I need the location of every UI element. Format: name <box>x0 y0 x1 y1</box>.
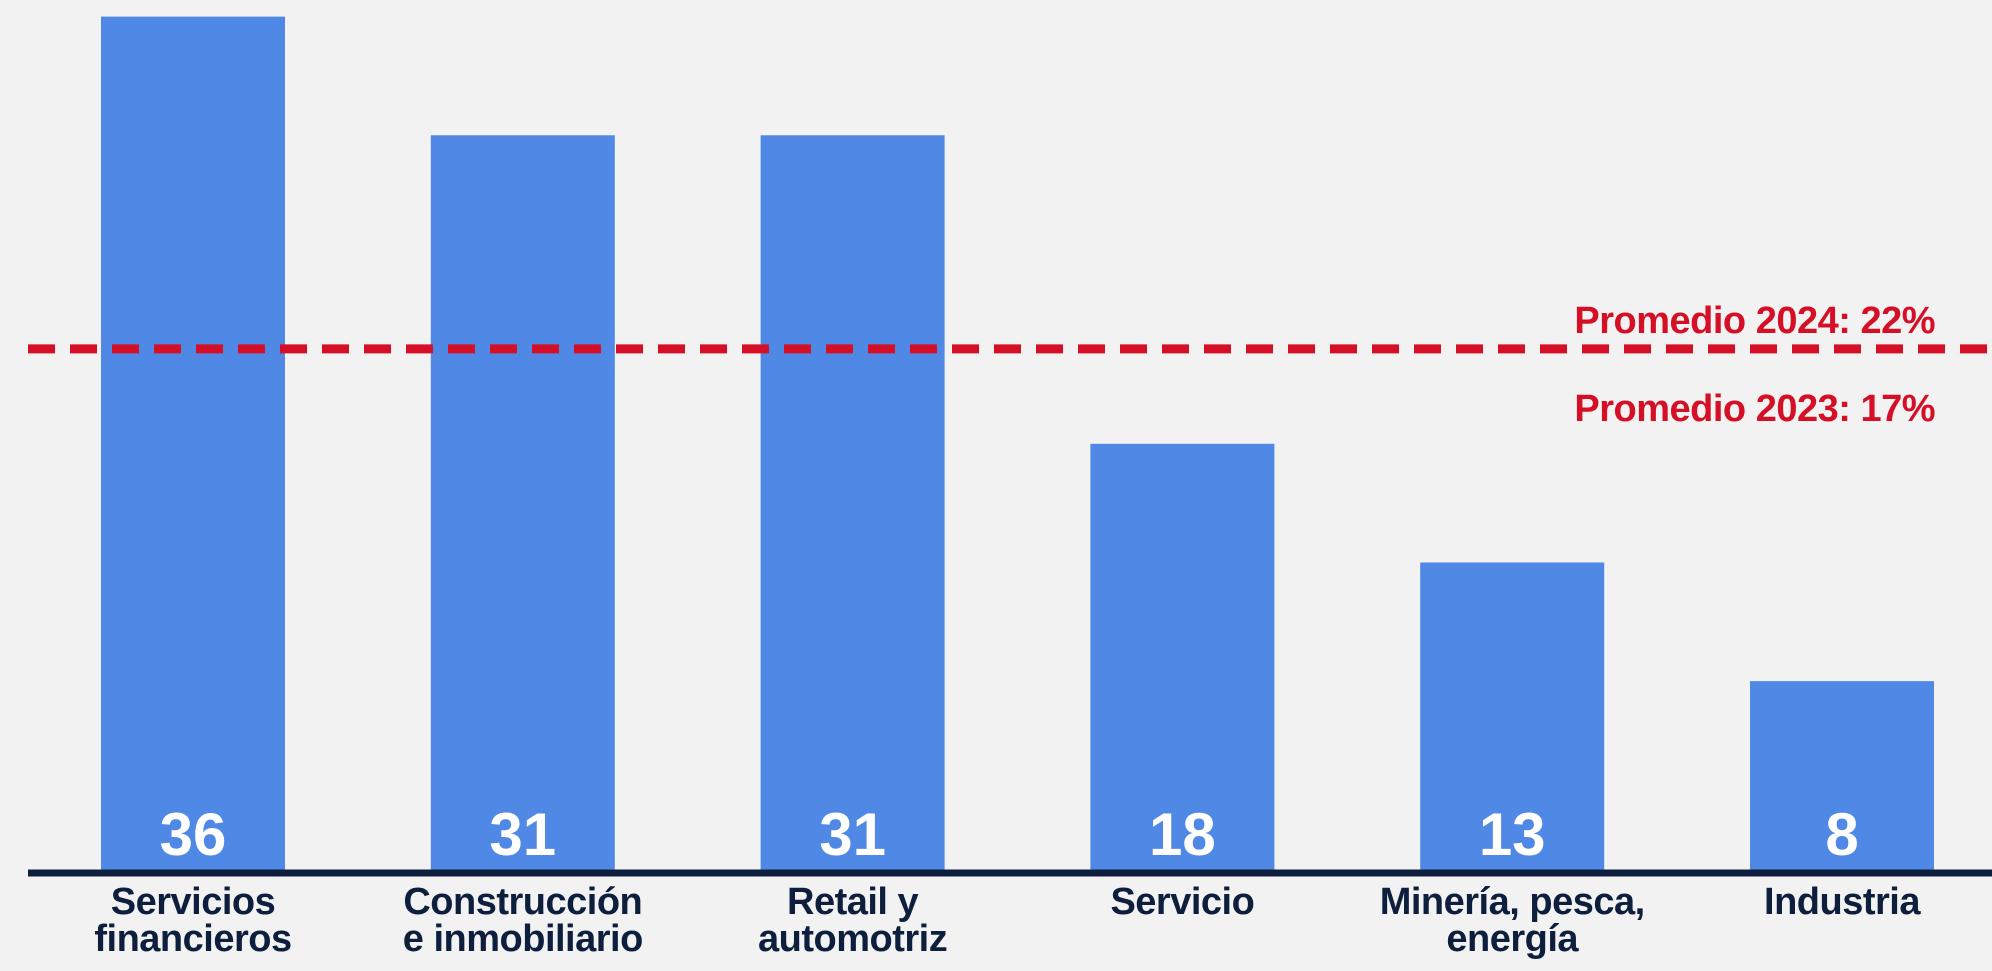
value-label: 31 <box>489 801 556 868</box>
bar <box>1420 562 1605 871</box>
x-tick-label: Industria <box>1764 881 1920 923</box>
annotation: Promedio 2023: 17% <box>1574 388 1935 430</box>
annotation: Promedio 2024: 22% <box>1574 300 1935 342</box>
value-label: 8 <box>1825 801 1858 868</box>
value-label: 13 <box>1479 801 1546 868</box>
bar <box>760 135 945 871</box>
x-tick-label: Servicio <box>1110 881 1255 923</box>
x-tick-label: Servicios financieros <box>94 881 292 960</box>
x-tick-label: Retail y automotriz <box>757 881 948 960</box>
value-label: 36 <box>160 801 227 868</box>
bar <box>101 16 285 871</box>
bar <box>1090 443 1275 871</box>
x-tick-label: Minería, pesca, energía <box>1379 881 1645 960</box>
bar <box>430 135 615 871</box>
x-tick-label: Construcción e inmobiliario <box>402 881 644 960</box>
bar <box>1750 681 1934 871</box>
value-label: 18 <box>1149 801 1216 868</box>
value-label: 31 <box>819 801 886 868</box>
